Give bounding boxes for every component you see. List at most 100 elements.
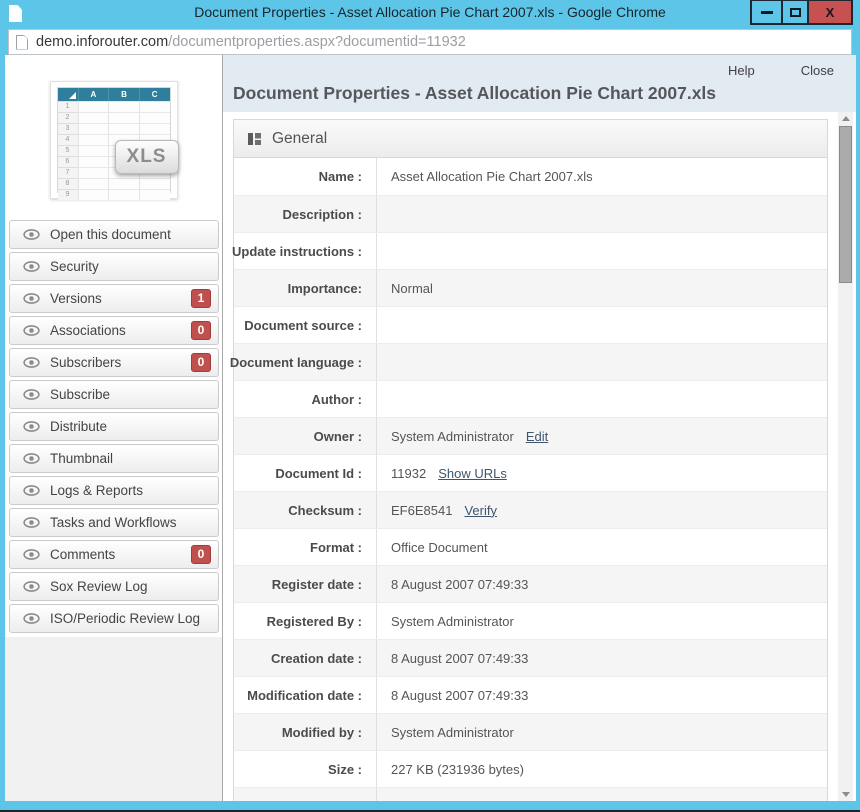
url-bar[interactable]: demo.inforouter.com/documentproperties.a…: [8, 29, 852, 55]
scroll-up-button[interactable]: [838, 112, 853, 125]
property-value-cell: System Administrator Edit: [377, 418, 827, 454]
property-row: Description :: [234, 195, 827, 232]
eye-icon: [23, 517, 40, 528]
property-label: Name :: [234, 158, 377, 195]
property-label: Register date :: [234, 566, 377, 602]
sidebar-item-label: Subscribers: [50, 355, 122, 370]
eye-icon: [23, 229, 40, 240]
spreadsheet-cell: [108, 134, 139, 145]
property-value-cell: Asset Allocation Pie Chart 2007.xls: [377, 158, 827, 195]
maximize-button[interactable]: [781, 0, 809, 25]
sidebar-item-label: Versions: [50, 291, 102, 306]
sidebar-item-iso-periodic-review-log[interactable]: ISO/Periodic Review Log: [9, 604, 219, 633]
sidebar-item-label: Distribute: [50, 419, 108, 434]
show-urls-link[interactable]: Show URLs: [438, 465, 507, 481]
eye-icon: [23, 421, 40, 432]
spreadsheet-row-number: 5: [57, 145, 78, 156]
count-badge: 0: [191, 545, 211, 564]
property-value-cell: EF6E8541 Verify: [377, 492, 827, 528]
property-row: Document Id : 11932 Show URLs: [234, 454, 827, 491]
spreadsheet-cell: [77, 134, 109, 145]
sidebar-item-tasks-and-workflows[interactable]: Tasks and Workflows: [9, 508, 219, 537]
property-value-cell: [377, 233, 827, 269]
property-row: Document source :: [234, 306, 827, 343]
general-table: Name : Asset Allocation Pie Chart 2007.xl…: [230, 158, 827, 801]
edit-link[interactable]: Edit: [525, 428, 549, 444]
sidebar-item-distribute[interactable]: Distribute: [9, 412, 219, 441]
sidebar-item-sox-review-log[interactable]: Sox Review Log: [9, 572, 219, 601]
spreadsheet-row-number: 8: [57, 178, 78, 189]
property-value: 227 KB (231936 bytes): [391, 761, 524, 777]
property-value: 8 August 2007 07:49:33: [391, 687, 529, 703]
spreadsheet-column-header: C: [138, 88, 170, 101]
property-label: Registered By :: [234, 603, 377, 639]
property-value-cell: [377, 381, 827, 417]
sidebar-item-subscribers[interactable]: Subscribers 0: [9, 348, 219, 377]
spreadsheet-row: 9: [57, 189, 170, 200]
property-label: Document source :: [234, 307, 377, 343]
url-host: demo.inforouter.com: [36, 34, 169, 50]
property-label: Size :: [234, 751, 377, 787]
spreadsheet-cell: [138, 178, 170, 189]
property-label: Document language :: [230, 344, 377, 380]
sidebar-item-label: Subscribe: [50, 387, 111, 402]
sidebar-item-label: Security: [50, 259, 99, 274]
close-link[interactable]: Close: [800, 63, 834, 78]
close-button[interactable]: X: [807, 0, 853, 25]
property-value: EF6E8541: [391, 502, 453, 518]
sidebar-item-open-this-document[interactable]: Open this document: [9, 220, 219, 249]
property-row: Format : Office Document: [234, 528, 827, 565]
eye-icon: [23, 549, 40, 560]
property-row: [234, 787, 827, 801]
spreadsheet-row-number: 4: [57, 134, 78, 145]
close-icon: X: [825, 4, 835, 20]
property-row: Register date : 8 August 2007 07:49:33: [234, 565, 827, 602]
scrollbar[interactable]: [838, 112, 853, 801]
arrow-up-icon: [841, 116, 850, 121]
spreadsheet-cell: [77, 123, 109, 134]
property-row: Importance: Normal: [234, 269, 827, 306]
sidebar-item-security[interactable]: Security: [9, 252, 219, 281]
scrollbar-thumb[interactable]: [839, 126, 852, 283]
property-label: Creation date :: [234, 640, 377, 676]
count-badge: 0: [191, 353, 211, 372]
sidebar-item-label: Tasks and Workflows: [50, 515, 177, 530]
spreadsheet-cell: [77, 156, 109, 167]
property-row: Creation date : 8 August 2007 07:49:33: [234, 639, 827, 676]
sidebar-item-thumbnail[interactable]: Thumbnail: [9, 444, 219, 473]
help-link[interactable]: Help: [728, 63, 755, 78]
spreadsheet-cell: [108, 178, 139, 189]
property-value: System Administrator: [391, 724, 514, 740]
sidebar-item-label: Open this document: [50, 227, 171, 242]
sidebar-item-comments[interactable]: Comments 0: [9, 540, 219, 569]
xls-badge: XLS: [114, 140, 179, 174]
verify-link[interactable]: Verify: [464, 502, 497, 518]
page-header: Help Close Document Properties - Asset A…: [223, 55, 856, 112]
sidebar-item-label: ISO/Periodic Review Log: [50, 611, 201, 626]
general-panel-title: General: [272, 129, 328, 147]
minimize-icon: [760, 10, 773, 14]
sidebar-item-label: Associations: [50, 323, 126, 338]
property-label: Owner :: [234, 418, 377, 454]
spreadsheet-cell: [77, 189, 109, 200]
scroll-down-button[interactable]: [838, 788, 853, 801]
spreadsheet-row-number: 9: [57, 189, 78, 200]
sidebar-item-subscribe[interactable]: Subscribe: [9, 380, 219, 409]
sidebar-item-logs-reports[interactable]: Logs & Reports: [9, 476, 219, 505]
property-value-cell: [377, 196, 827, 232]
property-label: Format :: [234, 529, 377, 565]
property-value-cell: Normal: [377, 270, 827, 306]
sidebar-item-versions[interactable]: Versions 1: [9, 284, 219, 313]
sidebar-item-associations[interactable]: Associations 0: [9, 316, 219, 345]
property-label: Document Id :: [234, 455, 377, 491]
spreadsheet-column-header: A: [77, 88, 109, 101]
sidebar-item-label: Sox Review Log: [50, 579, 148, 594]
vertical-divider: [222, 55, 223, 801]
property-label: Update instructions :: [232, 233, 377, 269]
property-label: Checksum :: [234, 492, 377, 528]
spreadsheet-row: 4: [57, 134, 170, 145]
minimize-button[interactable]: [750, 0, 783, 25]
eye-icon: [23, 325, 40, 336]
